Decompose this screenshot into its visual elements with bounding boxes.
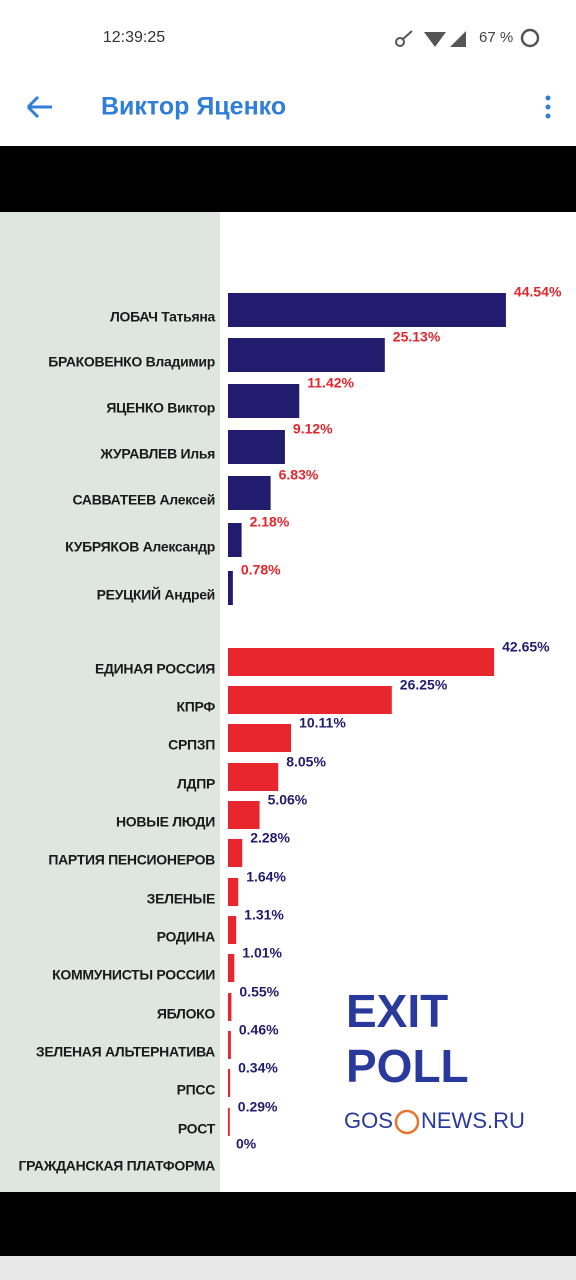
value-label: 0.46% [239,1022,279,1038]
bar [228,1031,231,1059]
bar [228,1108,230,1136]
category-label: ЛОБАЧ Татьяна [110,309,215,325]
black-band [0,1192,576,1256]
watermark-poll: POLL [346,1040,469,1092]
bar [228,523,242,557]
status-time: 12:39:25 [103,29,165,46]
category-label: СРПЗП [168,737,215,753]
bar [228,954,235,982]
value-label: 26.25% [400,677,448,693]
value-label: 11.42% [307,375,354,391]
value-label: 6.83% [279,467,319,483]
value-label: 42.65% [502,639,550,655]
category-label: САВВАТЕЕВ Алексей [72,492,215,508]
value-label: 25.13% [393,329,441,345]
category-label: РОСТ [178,1121,216,1137]
more-button[interactable] [545,95,551,119]
black-band [0,146,576,212]
bar [228,724,292,752]
clock-icon [394,1109,420,1135]
value-label: 5.06% [268,792,308,808]
value-label: 44.54% [514,284,562,300]
category-label: ЖУРАВЛЕВ Илья [99,446,215,462]
watermark-source: NEWS.RU [421,1108,525,1133]
watermark-exit: EXIT [346,985,448,1037]
value-label: 0.78% [241,562,281,578]
category-label: ПАРТИЯ ПЕНСИОНЕРОВ [48,852,215,868]
value-label: 0.34% [238,1060,278,1076]
bar [228,430,285,464]
back-button[interactable] [26,95,52,119]
bar [228,916,237,944]
category-label: БРАКОВЕНКО Владимир [48,354,215,370]
watermark-source: GOS [344,1108,393,1133]
category-label: ЯЦЕНКО Виктор [106,400,215,416]
category-label: ЕДИНАЯ РОССИЯ [95,661,215,677]
category-label: РЕУЦКИЙ Андрей [97,586,215,603]
category-label: ГРАЖДАНСКАЯ ПЛАТФОРМА [18,1158,215,1174]
bar [228,686,392,714]
value-label: 1.01% [242,945,282,961]
category-label: ЯБЛОКО [157,1006,216,1022]
bar [228,763,279,791]
bar [228,571,233,605]
value-label: 0% [236,1136,257,1152]
category-label: ЛДПР [177,776,215,792]
battery-text: 67 % [479,29,513,46]
label-panel [0,212,220,1192]
value-label: 0.29% [238,1099,278,1115]
battery-icon [520,28,540,48]
category-label: КУБРЯКОВ Александр [65,539,215,555]
bar [228,1069,231,1097]
value-label: 0.55% [239,984,279,1000]
status-icons [395,30,466,47]
value-label: 1.64% [246,869,286,885]
bar [228,801,260,829]
category-label: ЗЕЛЕНЫЕ [147,891,215,907]
bar [228,839,243,867]
value-label: 1.31% [244,907,284,923]
value-label: 8.05% [286,754,326,770]
category-label: НОВЫЕ ЛЮДИ [116,814,215,830]
value-label: 2.28% [250,830,290,846]
category-label: КОММУНИСТЫ РОССИИ [52,967,215,983]
bar [228,878,239,906]
bar [228,384,300,418]
bar [228,293,506,327]
bar [228,338,385,372]
app-title: Виктор Яценко [101,93,286,121]
bar [228,993,232,1021]
value-label: 2.18% [250,514,290,530]
category-label: РОДИНА [157,929,216,945]
nav-bar [0,1256,576,1280]
category-label: РПСС [177,1082,216,1098]
value-label: 10.11% [299,715,346,731]
bar [228,648,495,676]
category-label: ЗЕЛЕНАЯ АЛЬТЕРНАТИВА [36,1044,215,1060]
bar [228,476,271,510]
category-label: КПРФ [176,699,215,715]
value-label: 9.12% [293,421,333,437]
